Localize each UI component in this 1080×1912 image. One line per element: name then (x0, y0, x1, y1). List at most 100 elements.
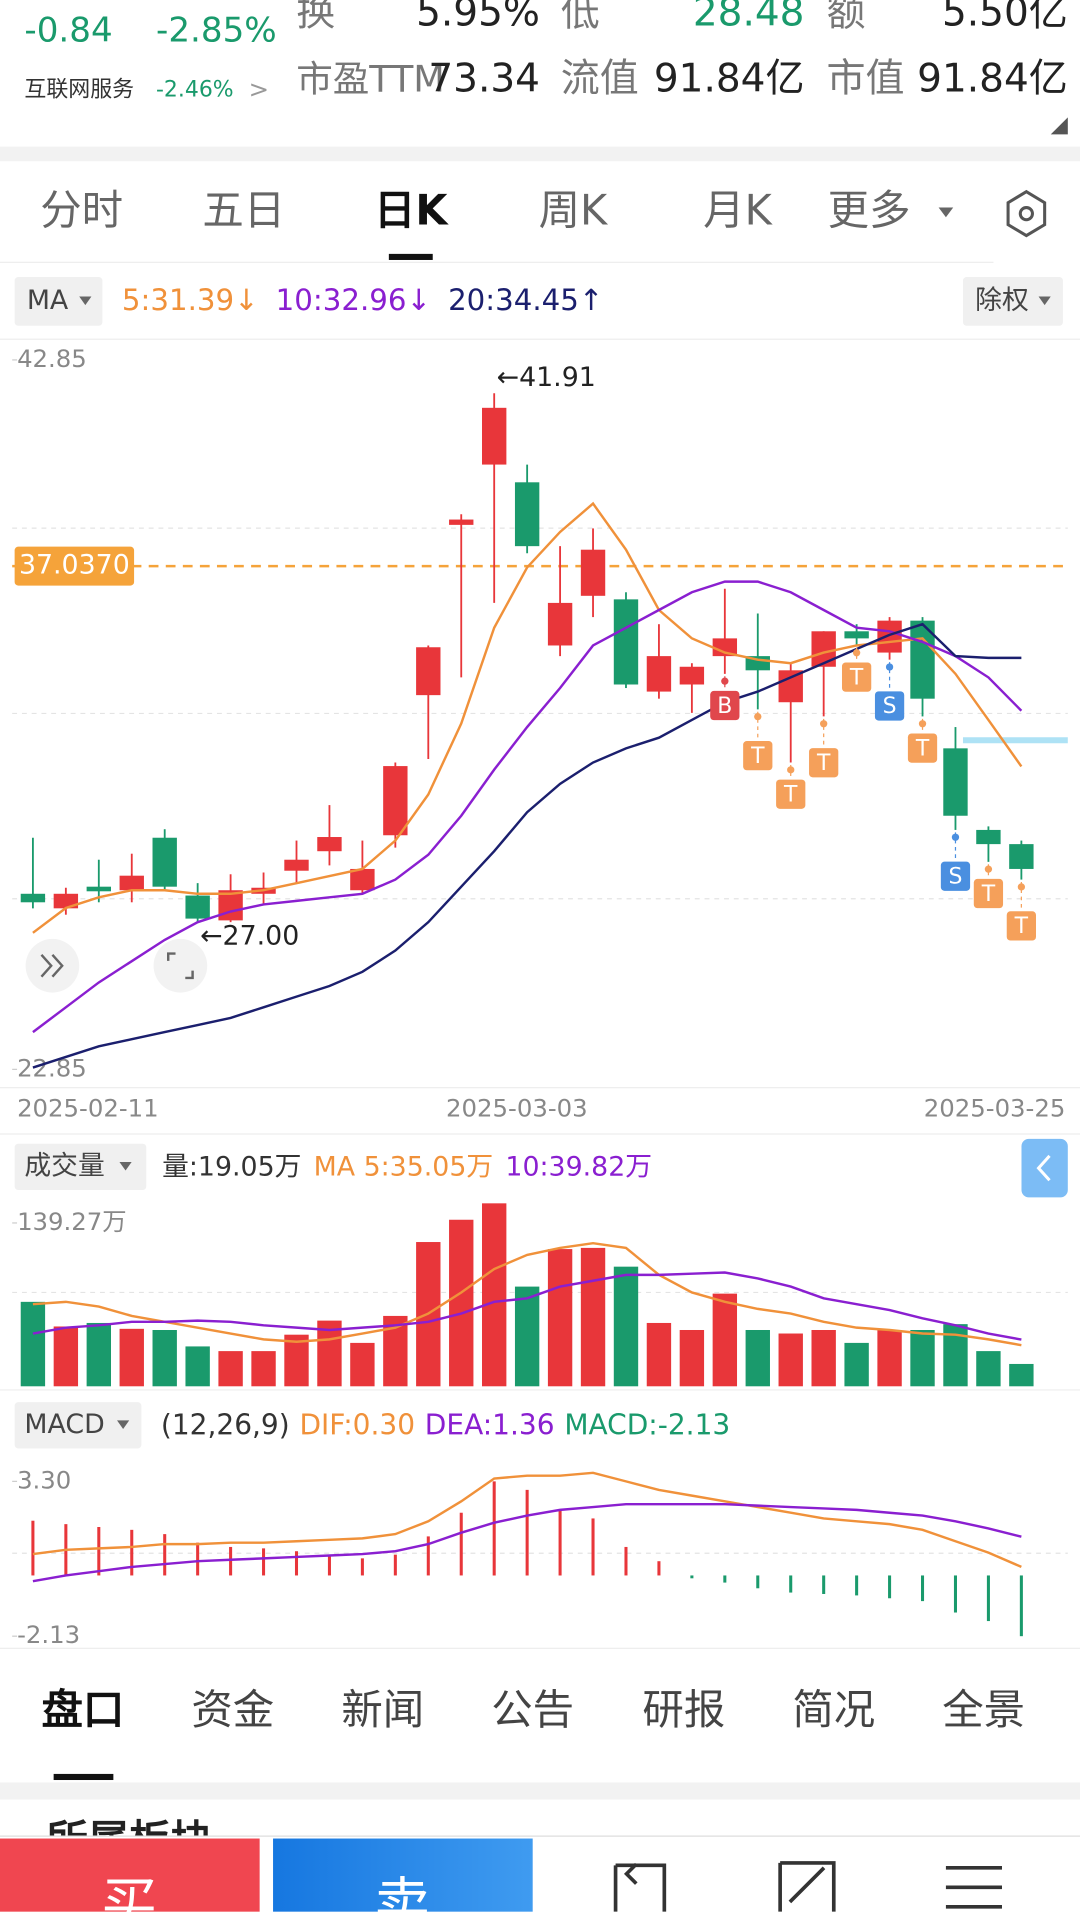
trade-marker[interactable] (710, 690, 740, 721)
marker-dot (820, 720, 828, 728)
candle-body (547, 602, 573, 646)
trade-marker[interactable] (743, 741, 773, 771)
candle-body (86, 886, 111, 892)
trade-marker[interactable] (809, 748, 839, 778)
candle-body (778, 670, 803, 703)
macd-legend: DEA:1.36 (425, 1409, 555, 1442)
candle-body (877, 620, 902, 653)
volume-bar (778, 1333, 803, 1387)
ma-legend: 10:32.96↓ (276, 283, 431, 317)
sell-button[interactable] (273, 1838, 533, 1912)
undo-icon[interactable] (613, 1862, 667, 1912)
stat-value: 28.48 (693, 0, 805, 35)
candle-body (284, 859, 309, 871)
trade-marker[interactable] (973, 878, 1004, 909)
candle-body (646, 656, 672, 692)
candle-body (943, 748, 968, 816)
volume-bar (613, 1266, 639, 1387)
volume-bar (976, 1351, 1001, 1387)
tab[interactable]: 分时 (40, 187, 123, 235)
volume-bar (152, 1329, 177, 1387)
tab[interactable]: 月K (703, 187, 773, 235)
bottom-tab[interactable]: 简况 (792, 1686, 875, 1734)
volume-bar (712, 1293, 738, 1387)
edit-icon[interactable] (778, 1861, 836, 1912)
side-button[interactable] (1021, 1138, 1068, 1198)
trade-marker-label: T (849, 665, 864, 690)
candle-body (152, 837, 177, 887)
separator (0, 146, 1080, 162)
macd-legend: MACD:-2.13 (564, 1409, 730, 1442)
reference-label: 37.0370 (19, 550, 130, 581)
tab[interactable]: 五日 (202, 187, 285, 235)
candle-body (844, 631, 869, 639)
fullscreen-icon (166, 952, 194, 980)
marker-dot (754, 712, 762, 721)
volume-bar (877, 1329, 902, 1387)
trade-marker[interactable] (776, 779, 806, 809)
bottom-tab[interactable]: 盘口 (41, 1686, 124, 1734)
dropdown-caret (1038, 296, 1051, 306)
indicator-button[interactable] (14, 277, 103, 326)
bottom-tab[interactable]: 研报 (642, 1686, 725, 1734)
volume-button[interactable] (14, 1143, 147, 1191)
volume-title: 成交量 (24, 1150, 104, 1181)
candle-body (712, 638, 738, 657)
macd-title: MACD (24, 1409, 104, 1440)
stat-value: 5.50亿 (942, 0, 1068, 35)
trade-marker-label: T (750, 744, 765, 769)
tab[interactable]: 周K (539, 187, 609, 235)
trade-marker[interactable] (841, 662, 872, 692)
tab[interactable]: 日K (374, 187, 449, 235)
trade-marker[interactable] (907, 733, 938, 763)
sector[interactable]: 互联网服务 (24, 78, 134, 103)
bottom-tab[interactable]: 全景 (942, 1686, 1025, 1734)
bottom-tab[interactable]: 公告 (491, 1686, 574, 1734)
volume-ma-line (32, 1241, 1022, 1347)
marker-dot (984, 865, 993, 873)
side-icon (1036, 1154, 1051, 1182)
stat-value: 91.84亿 (654, 56, 805, 101)
macd-line (32, 1471, 1022, 1569)
stat-label: 市盈TTM (296, 57, 445, 100)
trade-marker[interactable] (1006, 911, 1036, 941)
adjust-button[interactable] (962, 277, 1063, 326)
ma-line (32, 580, 1023, 1034)
y-tick-label: 22.85 (17, 1053, 87, 1082)
stat-label: 换 (296, 0, 335, 35)
marker-dot (1017, 883, 1026, 891)
fullscreen-button[interactable] (153, 938, 208, 993)
marker-dot (852, 649, 861, 657)
marker-dot (951, 833, 960, 841)
trade-marker[interactable] (940, 861, 971, 891)
candle-body (53, 893, 79, 909)
sector-arrow[interactable]: > (249, 75, 269, 104)
buy-button[interactable] (0, 1838, 260, 1912)
macd-legend: (12,26,9) (161, 1409, 290, 1442)
stat-label: 市值 (826, 56, 904, 101)
volume-bar (1009, 1363, 1034, 1387)
y-tick-label: -2.13 (17, 1620, 80, 1649)
y-tick-label: 42.85 (17, 344, 87, 373)
y-tick-label: 3.30 (17, 1465, 71, 1494)
menu-icon[interactable] (945, 1865, 1002, 1909)
candle-body (482, 407, 507, 465)
stat-label: 流值 (561, 56, 639, 101)
volume-bar (20, 1301, 46, 1387)
candle-body (811, 631, 836, 667)
settings-icon[interactable] (1006, 189, 1047, 238)
volume-bar (844, 1342, 869, 1387)
tab-indicator (53, 1773, 114, 1781)
volume-bar (53, 1326, 79, 1387)
candle-body (317, 837, 342, 852)
tab[interactable]: 更多 (828, 187, 911, 235)
trade-marker[interactable] (874, 691, 905, 721)
volume-bar (482, 1203, 507, 1387)
macd-button[interactable] (14, 1402, 142, 1449)
bottom-tab[interactable]: 资金 (191, 1686, 274, 1734)
trade-marker-label: T (1014, 914, 1029, 939)
bottom-tab[interactable]: 新闻 (341, 1686, 424, 1734)
tab-indicator (388, 253, 433, 260)
trade-marker-label: T (915, 736, 930, 761)
